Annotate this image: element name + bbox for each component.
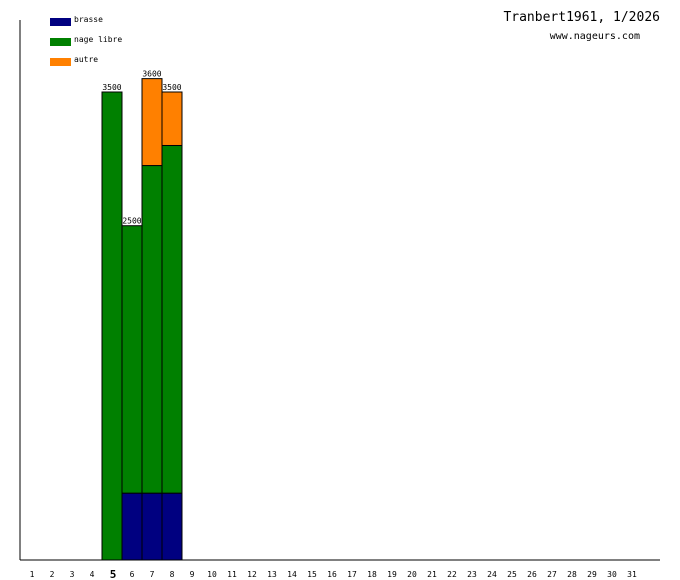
bar-nage-libre-day-7 [141, 165, 163, 494]
x-tick-label-12: 12 [247, 570, 257, 579]
x-tick-label-16: 16 [327, 570, 337, 579]
x-tick-label-28: 28 [567, 570, 577, 579]
bar-brasse-day-7 [141, 492, 163, 561]
x-tick-label-19: 19 [387, 570, 397, 579]
site-url: www.nageurs.com [549, 31, 640, 42]
legend-swatch-autre [50, 58, 71, 66]
total-label-day-7: 3600 [142, 70, 161, 79]
x-tick-label-2: 2 [50, 570, 55, 579]
bar-nage-libre-day-5 [101, 91, 123, 561]
bar-nage-libre-day-6 [121, 225, 143, 494]
bar-brasse-day-8 [161, 492, 183, 561]
x-tick-label-20: 20 [407, 570, 417, 579]
x-tick-label-29: 29 [587, 570, 597, 579]
x-tick-label-24: 24 [487, 570, 497, 579]
x-tick-label-9: 9 [190, 570, 195, 579]
legend-swatch-brasse [50, 18, 71, 26]
x-tick-label-4: 4 [90, 570, 95, 579]
bar-autre-day-8 [161, 91, 183, 146]
x-tick-label-3: 3 [70, 570, 75, 579]
legend-swatch-nage-libre [50, 38, 71, 46]
x-tick-label-27: 27 [547, 570, 557, 579]
x-tick-label-10: 10 [207, 570, 217, 579]
x-tick-label-6: 6 [130, 570, 135, 579]
x-tick-label-1: 1 [30, 570, 35, 579]
x-tick-label-23: 23 [467, 570, 477, 579]
x-tick-label-11: 11 [227, 570, 237, 579]
chart-title: Tranbert1961, 1/2026 [503, 10, 660, 25]
x-tick-label-8: 8 [170, 570, 175, 579]
bar-brasse-day-6 [121, 492, 143, 561]
legend-label-nage-libre: nage libre [74, 35, 123, 44]
x-tick-label-7: 7 [150, 570, 155, 579]
total-label-day-8: 3500 [162, 83, 181, 92]
x-tick-label-13: 13 [267, 570, 277, 579]
x-tick-label-22: 22 [447, 570, 457, 579]
x-tick-label-5: 5 [110, 568, 117, 580]
x-tick-label-17: 17 [347, 570, 357, 579]
legend-label-autre: autre [74, 55, 99, 64]
bar-autre-day-7 [141, 78, 163, 167]
bars-group [101, 78, 183, 561]
total-label-day-6: 2500 [122, 217, 141, 226]
x-tick-label-15: 15 [307, 570, 317, 579]
x-tick-label-14: 14 [287, 570, 297, 579]
x-tick-label-21: 21 [427, 570, 437, 579]
legend-label-brasse: brasse [74, 15, 103, 24]
x-tick-label-31: 31 [627, 570, 637, 579]
bar-nage-libre-day-8 [161, 144, 183, 494]
x-tick-label-30: 30 [607, 570, 617, 579]
x-tick-labels-group: 1 2 3 4 5 6 7 8 9 10 11 12 13 14 15 16 17 18 19 20 21 22 23 24 2… [30, 568, 637, 580]
x-tick-label-26: 26 [527, 570, 537, 579]
x-tick-label-25: 25 [507, 570, 517, 579]
x-tick-label-18: 18 [367, 570, 377, 579]
total-label-day-5: 3500 [102, 83, 121, 92]
